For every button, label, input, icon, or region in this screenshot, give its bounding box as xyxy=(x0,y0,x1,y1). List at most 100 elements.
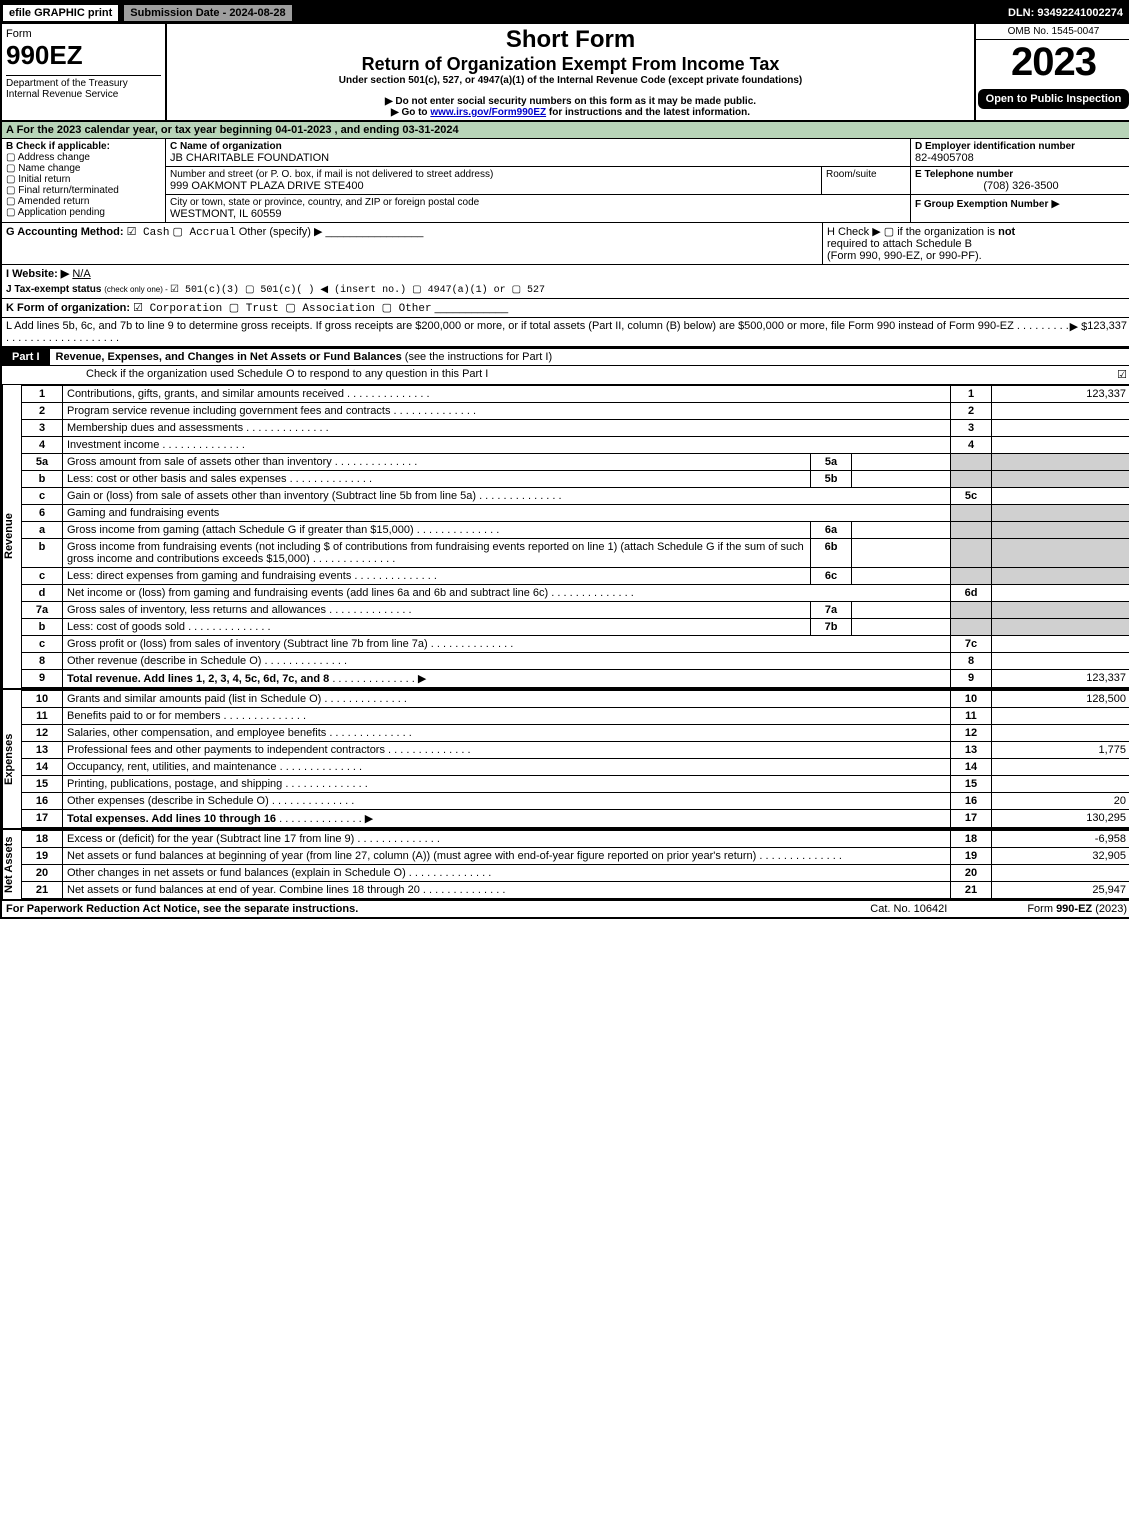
l-arrow: ▶ $ xyxy=(1070,320,1088,344)
h-text1: H Check ▶ ▢ if the organization is xyxy=(827,226,998,238)
g-cash[interactable]: ☑ Cash xyxy=(127,227,170,239)
line-10-val: 128,500 xyxy=(992,691,1129,708)
line-6a-sub xyxy=(852,522,951,539)
d-label: D Employer identification number xyxy=(915,141,1127,152)
line-1-desc: Contributions, gifts, grants, and simila… xyxy=(63,386,951,403)
ssn-warning: ▶ Do not enter social security numbers o… xyxy=(175,96,966,107)
line-10-desc: Grants and similar amounts paid (list in… xyxy=(63,691,951,708)
submission-date: Submission Date - 2024-08-28 xyxy=(123,4,292,22)
e-label: E Telephone number xyxy=(915,169,1127,180)
box-b: B Check if applicable: ▢ Address change … xyxy=(2,139,166,222)
line-14-desc: Occupancy, rent, utilities, and maintena… xyxy=(63,759,951,776)
line-15-num: 15 xyxy=(22,776,63,793)
revenue-block: Revenue 1Contributions, gifts, grants, a… xyxy=(2,385,1129,688)
i-label: I Website: ▶ xyxy=(6,268,69,280)
f-label: F Group Exemption Number xyxy=(915,199,1048,210)
line-13-desc: Professional fees and other payments to … xyxy=(63,742,951,759)
line-4-desc: Investment income . . . . . . . . . . . … xyxy=(63,437,951,454)
revenue-table: 1Contributions, gifts, grants, and simil… xyxy=(21,385,1129,688)
line-19-val: 32,905 xyxy=(992,848,1129,865)
line-18-val: -6,958 xyxy=(992,831,1129,848)
line-9-num: 9 xyxy=(22,670,63,688)
line-6d-desc: Net income or (loss) from gaming and fun… xyxy=(63,585,951,602)
line-19-desc: Net assets or fund balances at beginning… xyxy=(63,848,951,865)
under-section: Under section 501(c), 527, or 4947(a)(1)… xyxy=(175,75,966,86)
h-text3: (Form 990, 990-EZ, or 990-PF). xyxy=(827,250,982,262)
line-15-val xyxy=(992,776,1129,793)
tax-year: 2023 xyxy=(976,40,1129,85)
j-opts[interactable]: ☑ 501(c)(3) ▢ 501(c)( ) ◀ (insert no.) ▢… xyxy=(170,285,545,296)
line-6b-sub xyxy=(852,539,951,568)
line-8-val xyxy=(992,653,1129,670)
part-tag: Part I xyxy=(2,349,50,365)
ein: 82-4905708 xyxy=(915,152,1127,164)
l-amount: 123,337 xyxy=(1087,320,1127,344)
line-6c-desc: Less: direct expenses from gaming and fu… xyxy=(63,568,811,585)
irs-label: Internal Revenue Service xyxy=(6,89,161,100)
line-6a-desc: Gross income from gaming (attach Schedul… xyxy=(63,522,811,539)
line-3-desc: Membership dues and assessments . . . . … xyxy=(63,420,951,437)
expenses-block: Expenses 10Grants and similar amounts pa… xyxy=(2,688,1129,828)
goto-line: ▶ Go to www.irs.gov/Form990EZ for instru… xyxy=(175,107,966,118)
line-5c-desc: Gain or (loss) from sale of assets other… xyxy=(63,488,951,505)
b-final[interactable]: Final return/terminated xyxy=(18,185,119,196)
dept-treasury: Department of the Treasury xyxy=(6,75,161,89)
line-6c-num: c xyxy=(22,568,63,585)
line-21-num: 21 xyxy=(22,882,63,899)
line-a: A For the 2023 calendar year, or tax yea… xyxy=(2,122,1129,139)
irs-link[interactable]: www.irs.gov/Form990EZ xyxy=(430,107,546,118)
website: N/A xyxy=(72,268,90,280)
line-1-num: 1 xyxy=(22,386,63,403)
line-2-desc: Program service revenue including govern… xyxy=(63,403,951,420)
line-21-val: 25,947 xyxy=(992,882,1129,899)
g-label: G Accounting Method: xyxy=(6,226,124,238)
g-accrual[interactable]: ▢ Accrual xyxy=(173,227,236,239)
line-13-num: 13 xyxy=(22,742,63,759)
line-11-num: 11 xyxy=(22,708,63,725)
b-title: B Check if applicable: xyxy=(6,141,161,152)
line-20-num: 20 xyxy=(22,865,63,882)
section-gh: G Accounting Method: ☑ Cash ▢ Accrual Ot… xyxy=(2,223,1129,265)
line-5b-num: b xyxy=(22,471,63,488)
line-12-val xyxy=(992,725,1129,742)
line-7c-num: c xyxy=(22,636,63,653)
l-text: L Add lines 5b, 6c, and 7b to line 9 to … xyxy=(6,320,1070,344)
line-11-desc: Benefits paid to or for members . . . . … xyxy=(63,708,951,725)
form-ref: Form 990-EZ (2023) xyxy=(1027,903,1127,915)
b-addr[interactable]: Address change xyxy=(18,152,90,163)
b-amended[interactable]: Amended return xyxy=(18,196,90,207)
line-20-desc: Other changes in net assets or fund bala… xyxy=(63,865,951,882)
line-1-val: 123,337 xyxy=(992,386,1129,403)
b-initial[interactable]: Initial return xyxy=(18,174,70,185)
j-label: J Tax-exempt status xyxy=(6,284,104,295)
footer: For Paperwork Reduction Act Notice, see … xyxy=(2,899,1129,917)
k-opts[interactable]: ☑ Corporation ▢ Trust ▢ Association ▢ Ot… xyxy=(133,303,431,315)
line-3-val xyxy=(992,420,1129,437)
netassets-label: Net Assets xyxy=(2,830,21,899)
line-7c-desc: Gross profit or (loss) from sales of inv… xyxy=(63,636,951,653)
line-6d-val xyxy=(992,585,1129,602)
line-18-num: 18 xyxy=(22,831,63,848)
h-text2: required to attach Schedule B xyxy=(827,238,972,250)
line-2-num: 2 xyxy=(22,403,63,420)
line-5a-sub xyxy=(852,454,951,471)
schedule-o-box[interactable]: ☑ xyxy=(1117,368,1127,382)
line-7a-desc: Gross sales of inventory, less returns a… xyxy=(63,602,811,619)
efile-print-button[interactable]: efile GRAPHIC print xyxy=(2,4,119,22)
line-6b-desc: Gross income from fundraising events (no… xyxy=(63,539,811,568)
line-9-desc: Total revenue. Add lines 1, 2, 3, 4, 5c,… xyxy=(63,670,951,688)
g-other[interactable]: Other (specify) ▶ xyxy=(239,226,323,238)
line-3-num: 3 xyxy=(22,420,63,437)
phone: (708) 326-3500 xyxy=(915,180,1127,192)
line-14-num: 14 xyxy=(22,759,63,776)
line-7c-val xyxy=(992,636,1129,653)
line-16-num: 16 xyxy=(22,793,63,810)
b-pending[interactable]: Application pending xyxy=(18,207,105,218)
title-short-form: Short Form xyxy=(175,26,966,54)
schedule-o-check: Check if the organization used Schedule … xyxy=(6,368,1117,382)
box-c: C Name of organization JB CHARITABLE FOU… xyxy=(166,139,911,222)
expenses-label: Expenses xyxy=(2,690,21,828)
line-20-val xyxy=(992,865,1129,882)
b-name[interactable]: Name change xyxy=(18,163,80,174)
line-6d-num: d xyxy=(22,585,63,602)
